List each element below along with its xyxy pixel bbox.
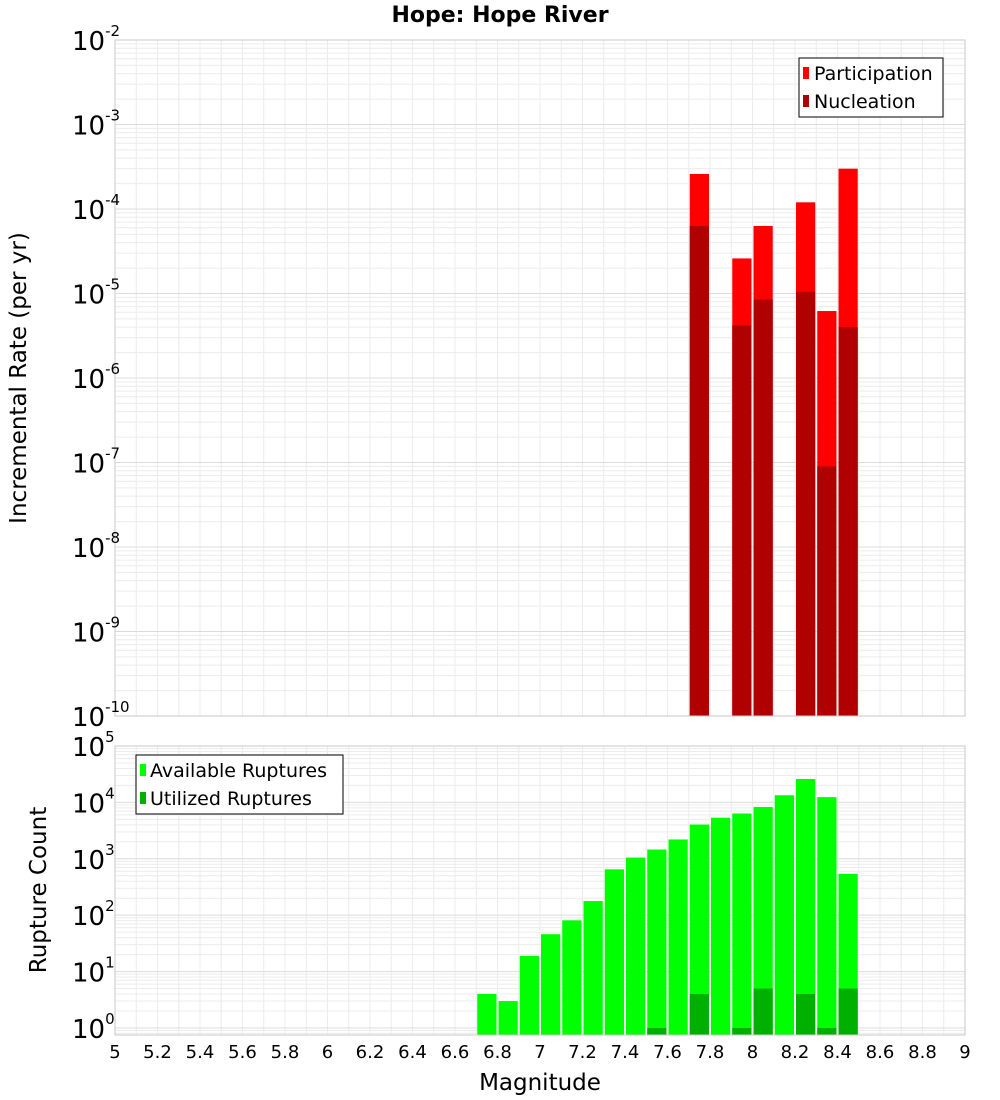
x-tick-label: 6.2 (356, 1042, 385, 1063)
x-tick-label: 7.2 (568, 1042, 597, 1063)
bottom-y-tick-label: 101 (72, 954, 115, 989)
x-tick-label: 6 (322, 1042, 333, 1063)
x-tick-label: 7.4 (611, 1042, 640, 1063)
top-y-tick-label: 10-6 (72, 360, 120, 395)
x-tick-label: 8.6 (866, 1042, 895, 1063)
top-gridlines (114, 40, 966, 717)
bottom-legend-box (135, 754, 344, 815)
top-y-tick-label: 10-4 (72, 191, 120, 226)
x-tick-label: 5.6 (228, 1042, 257, 1063)
x-tick-label: 5.2 (143, 1042, 172, 1063)
x-tick-label: 7.6 (653, 1042, 682, 1063)
bottom-y-axis-label: Rupture Count (26, 807, 52, 973)
available-ruptures-bar (498, 1001, 518, 1035)
available-ruptures-bar (668, 839, 688, 1035)
bottom-y-tick-label: 103 (72, 841, 115, 876)
x-tick-label: 6.6 (441, 1042, 470, 1063)
available-ruptures-bar (732, 813, 752, 1035)
bottom-y-tick-label: 105 (72, 728, 115, 763)
top-y-tick-label: 10-8 (72, 529, 120, 564)
available-ruptures-bar (796, 778, 816, 1035)
x-tick-label: 9 (959, 1042, 970, 1063)
x-tick-label: 5.8 (271, 1042, 300, 1063)
top-panel: 10-2 10-3 10-4 10-5 10-6 10-7 10-8 10-9 10-10 In… (6, 22, 966, 733)
utilized-ruptures-bar (647, 1027, 667, 1035)
bottom-panel: 105 104 103 102 101 100 Rupture Count Availab… (26, 728, 971, 1096)
x-tick-label: 8.2 (781, 1042, 810, 1063)
bottom-y-tick-label: 100 (72, 1010, 115, 1045)
top-y-axis-label: Incremental Rate (per yr) (6, 232, 32, 524)
utilized-ruptures-bar (753, 988, 773, 1035)
x-tick-labels: 5 5.2 5.4 5.6 5.8 6 6.2 6.4 6.6 6.8 7 7.2 7.4 7.6 7.8 8… (109, 1042, 970, 1063)
bottom-y-tick-label: 102 (72, 897, 115, 932)
utilized-ruptures-bar (689, 994, 709, 1035)
chart-title: Hope: Hope River (391, 3, 608, 28)
utilized-ruptures-bar (796, 994, 816, 1035)
legend-label-available: Available Ruptures (150, 760, 327, 782)
x-tick-label: 7.8 (696, 1042, 725, 1063)
x-tick-label: 8.4 (823, 1042, 852, 1063)
nucleation-bar (817, 466, 837, 716)
legend-label-nucleation: Nucleation (814, 91, 916, 113)
bottom-legend: Available Ruptures Utilized Ruptures (135, 754, 344, 815)
x-tick-label: 5.4 (186, 1042, 215, 1063)
bottom-bars (477, 778, 858, 1035)
available-ruptures-bar (753, 806, 773, 1035)
top-y-tick-label: 10-2 (72, 22, 120, 57)
top-y-tick-label: 10-7 (72, 445, 120, 480)
available-ruptures-bar (647, 849, 667, 1035)
top-y-tick-label: 10-3 (72, 107, 120, 142)
legend-label-participation: Participation (814, 63, 933, 85)
legend-swatch-utilized (140, 792, 146, 804)
utilized-ruptures-bar (732, 1027, 752, 1035)
available-ruptures-bar (519, 955, 539, 1035)
available-ruptures-bar (604, 869, 624, 1035)
legend-swatch-participation (803, 67, 809, 79)
nucleation-bar (838, 327, 858, 716)
available-ruptures-bar (774, 795, 794, 1035)
x-tick-label: 7 (534, 1042, 545, 1063)
available-ruptures-bar (541, 934, 561, 1035)
bottom-y-tick-labels: 105 104 103 102 101 100 (72, 728, 115, 1045)
bottom-plot-frame (114, 745, 966, 1036)
x-tick-label: 6.4 (398, 1042, 427, 1063)
nucleation-bar (753, 299, 773, 716)
available-ruptures-bar (711, 817, 731, 1035)
top-legend-box (798, 57, 944, 118)
nucleation-bar (732, 325, 752, 716)
x-tick-label: 6.8 (483, 1042, 512, 1063)
legend-label-utilized: Utilized Ruptures (150, 788, 312, 810)
available-ruptures-bar (583, 901, 603, 1035)
available-ruptures-bar (562, 920, 582, 1035)
x-tick-label: 8.8 (908, 1042, 937, 1063)
available-ruptures-bar (626, 857, 646, 1035)
available-ruptures-bar (689, 824, 709, 1035)
top-y-tick-labels: 10-2 10-3 10-4 10-5 10-6 10-7 10-8 10-9 10-10 (72, 22, 130, 733)
top-y-tick-label: 10-9 (72, 614, 120, 649)
nucleation-bar (796, 291, 816, 716)
nucleation-bar (689, 225, 709, 716)
legend-swatch-nucleation (803, 95, 809, 107)
available-ruptures-bar (817, 797, 837, 1035)
top-y-tick-label: 10-10 (72, 698, 130, 733)
x-axis-label: Magnitude (479, 1070, 601, 1096)
x-tick-label: 8 (747, 1042, 758, 1063)
x-tick-label: 5 (109, 1042, 120, 1063)
bottom-y-tick-label: 104 (72, 784, 115, 819)
top-legend: Participation Nucleation (798, 57, 944, 118)
top-plot-frame (114, 39, 966, 717)
utilized-ruptures-bar (817, 1027, 837, 1035)
top-bars (689, 168, 858, 717)
utilized-ruptures-bar (838, 988, 858, 1035)
legend-swatch-available (140, 764, 146, 776)
top-y-tick-label: 10-5 (72, 276, 120, 311)
available-ruptures-bar (477, 994, 497, 1035)
